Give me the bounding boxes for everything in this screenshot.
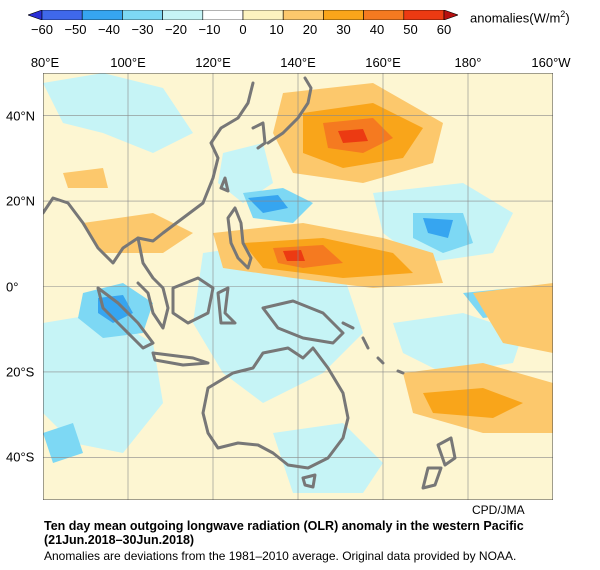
borneo-coastline: [171, 276, 215, 325]
australia-coastline: [201, 346, 350, 470]
colorbar-tick-label: −10: [198, 22, 221, 37]
colorbar-segment: [41, 10, 83, 20]
java-coastline: [151, 351, 210, 367]
negative-anomaly-core: [43, 423, 83, 463]
longitude-label: 100°E: [110, 55, 146, 70]
colorbar-tick-label: 0: [239, 22, 247, 37]
colorbar-tick-label: 30: [336, 22, 351, 37]
negative-anomaly-region: [393, 313, 523, 373]
colorbar-tick-label: −30: [131, 22, 154, 37]
latitude-label: 20°N: [6, 193, 36, 209]
colorbar-segment: [282, 10, 324, 20]
tasmania-coastline: [301, 473, 317, 489]
positive-anomaly-region: [473, 283, 553, 353]
extreme-positive-core: [283, 250, 305, 261]
longitude-label: 80°E: [30, 55, 60, 70]
latitude-label: 20°S: [6, 364, 35, 380]
longitude-label: 160°W: [531, 55, 571, 70]
colorbar-high-arrow: [443, 10, 458, 20]
colorbar-unit-label: anomalies(W/m2): [470, 9, 570, 26]
colorbar-segment: [323, 10, 364, 20]
figure-title: Ten day mean outgoing longwave radiation…: [44, 519, 524, 547]
indochina-coastline: [136, 236, 170, 330]
colorbar: [28, 10, 458, 20]
colorbar-tick-label: −50: [64, 22, 87, 37]
colorbar-tick-labels: −60 −50 −40 −30 −20 −10 0 10 20 30 40 50 60: [0, 22, 600, 40]
colorbar-segment: [162, 10, 204, 20]
colorbar-segment: [242, 10, 284, 20]
philippines-coastline: [226, 206, 253, 270]
strong-negative-core: [423, 218, 453, 238]
positive-anomaly-core: [423, 388, 523, 418]
colorbar-tick-label: 50: [403, 22, 418, 37]
new-zealand-coastline: [421, 436, 457, 490]
colorbar-segment: [202, 10, 244, 20]
colorbar-segment: [363, 10, 405, 20]
colorbar-low-arrow: [28, 10, 43, 20]
colorbar-segment: [403, 10, 445, 20]
graticule: [43, 73, 553, 500]
longitude-label: 160°E: [365, 55, 401, 70]
korea-coastline: [251, 121, 267, 150]
negative-anomaly-region: [193, 243, 363, 403]
latitude-label: 0°: [6, 279, 19, 294]
longitude-label: 140°E: [280, 55, 316, 70]
negative-anomaly-region: [43, 313, 163, 453]
latitude-label: 40°S: [6, 449, 35, 465]
strong-negative-core: [98, 295, 133, 323]
colorbar-tick-label: −20: [164, 22, 188, 37]
sumatra-coastline: [96, 286, 155, 350]
colorbar-tick-label: −40: [97, 22, 121, 37]
colorbar-segment: [122, 10, 163, 20]
negative-anomaly-region: [43, 73, 193, 153]
asia-coastline: [43, 81, 255, 265]
longitude-label: 180°: [454, 55, 482, 70]
sulawesi-coastline: [216, 286, 237, 325]
new-guinea-coastline: [261, 299, 345, 345]
colorbar-segment: [81, 10, 123, 20]
source-note: Anomalies are deviations from the 1981–2…: [44, 549, 517, 563]
positive-anomaly-region: [83, 213, 193, 253]
title-line-2: (21Jun.2018–30Jun.2018): [44, 533, 195, 547]
extreme-positive-core: [338, 129, 368, 143]
colorbar-tick-label: 10: [269, 22, 284, 37]
negative-anomaly-region: [218, 143, 273, 203]
coastlines: [43, 76, 457, 490]
olr-anomaly-map: [43, 73, 553, 500]
colorbar-tick-label: 40: [369, 22, 385, 37]
title-line-1: Ten day mean outgoing longwave radiation…: [44, 519, 524, 533]
longitude-label: 120°E: [195, 55, 231, 70]
taiwan-coastline: [219, 176, 230, 193]
positive-anomaly-region: [63, 168, 108, 188]
colorbar-tick-label: 60: [436, 22, 452, 37]
japan-coastline: [266, 76, 313, 145]
strong-negative-core: [248, 195, 288, 213]
pacific-islands-coastline: [341, 321, 405, 375]
credit-label: CPD/JMA: [472, 503, 525, 517]
latitude-label: 40°N: [6, 108, 36, 124]
colorbar-tick-label: −60: [30, 22, 54, 37]
colorbar-tick-label: 20: [302, 22, 318, 37]
